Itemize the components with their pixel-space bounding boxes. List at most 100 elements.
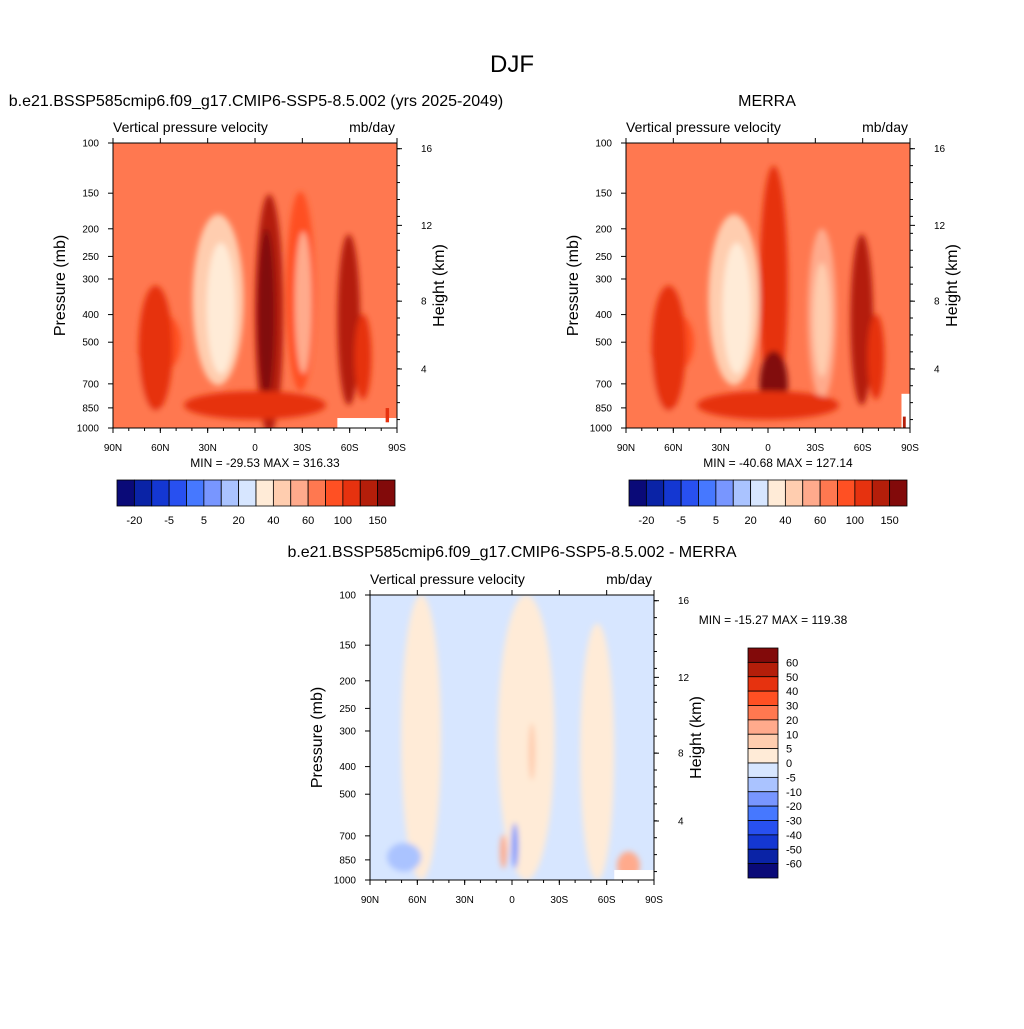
min-max-stats: MIN = -29.53 MAX = 316.33	[190, 456, 340, 470]
y-tick-label: 850	[339, 855, 356, 866]
colorbar-box	[203, 479, 222, 507]
x-tick-label: 30S	[550, 895, 568, 906]
colorbar-label: 100	[846, 515, 864, 527]
x-tick-label: 30S	[806, 443, 824, 454]
colorbar-label: 40	[779, 515, 791, 527]
contour-region	[257, 228, 275, 400]
y-tick-label: 850	[82, 403, 99, 414]
y-tick-label: 1000	[334, 876, 357, 887]
colorbar-label: 20	[233, 515, 245, 527]
contour-region	[138, 285, 173, 411]
x-tick-label: 0	[765, 443, 771, 454]
panel-title: MERRA	[738, 93, 796, 110]
x-tick-label: 30S	[293, 443, 311, 454]
colorbar-box	[116, 479, 135, 507]
colorbar-box	[168, 479, 187, 507]
colorbar-label: 0	[786, 758, 792, 770]
colorbar-box	[133, 479, 153, 507]
colorbar-box	[747, 863, 779, 879]
y-tick-label: 200	[339, 676, 356, 687]
colorbar-box	[747, 820, 779, 836]
colorbar-box	[747, 791, 779, 807]
colorbar-label: 20	[786, 715, 798, 727]
colorbar-label: 150	[880, 515, 898, 527]
y-tick-label: 400	[82, 310, 99, 321]
x-tick-label: 60S	[598, 895, 616, 906]
colorbar-label: 40	[267, 515, 279, 527]
colorbar-box	[151, 479, 170, 507]
min-max-stats: MIN = -40.68 MAX = 127.14	[703, 456, 853, 470]
y-tick-label: 700	[339, 831, 356, 842]
height-axis-label: Height (km)	[431, 244, 448, 327]
colorbar-box	[747, 647, 779, 663]
x-tick-label: 60S	[341, 443, 359, 454]
y-axis-label: Pressure (mb)	[565, 235, 582, 336]
y-tick-label: 700	[595, 379, 612, 390]
colorbar-label: -40	[786, 830, 802, 842]
panel-diff: b.e21.BSSP585cmip6.f09_g17.CMIP6-SSP5-8.…	[287, 544, 847, 906]
contour-region	[850, 234, 874, 406]
x-tick-label: 0	[252, 443, 258, 454]
height-axis-label: Height (km)	[688, 696, 705, 779]
x-tick-label: 30N	[198, 443, 216, 454]
x-tick-label: 90N	[104, 443, 122, 454]
field-shading	[113, 191, 372, 428]
contour-region	[337, 234, 361, 406]
colorbar-box	[747, 834, 779, 850]
x-tick-label: 60N	[664, 443, 682, 454]
colorbar-label: 150	[368, 515, 386, 527]
height-tick-label: 12	[934, 221, 946, 232]
colorbar-box	[747, 776, 779, 793]
panel-title: b.e21.BSSP585cmip6.f09_g17.CMIP6-SSP5-8.…	[287, 544, 736, 561]
left-subtitle: Vertical pressure velocity	[626, 119, 781, 135]
colorbar-box	[186, 479, 205, 507]
colorbar-box	[747, 676, 779, 692]
panel-obs: MERRA Vertical pressure velocity mb/day 90N…	[565, 93, 961, 527]
y-tick-label: 400	[339, 762, 356, 773]
colorbar-box	[767, 479, 786, 507]
field-shading	[387, 595, 640, 880]
height-tick-label: 8	[934, 297, 940, 308]
colorbar-label: -5	[164, 515, 174, 527]
height-tick-label: 8	[678, 749, 684, 760]
colorbar-box	[698, 479, 717, 507]
colorbar-box	[802, 479, 821, 507]
colorbar-box	[747, 733, 779, 750]
x-tick-label: 30N	[455, 895, 473, 906]
colorbar-box	[342, 479, 361, 507]
colorbar-box	[889, 479, 908, 507]
colorbar-box	[732, 479, 752, 507]
height-tick-label: 16	[421, 144, 433, 155]
contour-region	[759, 165, 788, 406]
colorbar-box	[272, 479, 292, 507]
height-tick-label: 16	[934, 144, 946, 155]
colorbar-label: 100	[334, 515, 352, 527]
colorbar-box	[220, 479, 240, 507]
colorbar-label: -20	[786, 801, 802, 813]
colorbar-box	[715, 479, 734, 507]
masked-region	[901, 393, 910, 428]
contour-region	[867, 314, 885, 400]
x-tick-label: 60N	[408, 895, 426, 906]
height-axis-label: Height (km)	[944, 244, 961, 327]
height-tick-label: 4	[421, 365, 427, 376]
colorbar-label: 60	[814, 515, 826, 527]
height-tick-label: 16	[678, 596, 690, 607]
y-tick-label: 100	[82, 139, 99, 150]
contour-region	[184, 390, 326, 420]
colorbar-box	[290, 479, 309, 507]
field-shading	[626, 165, 885, 428]
height-tick-label: 4	[934, 365, 940, 376]
contour-region	[722, 242, 751, 374]
height-tick-label: 12	[421, 221, 433, 232]
colorbar-box	[747, 705, 779, 721]
colorbar-label: 10	[786, 729, 798, 741]
y-tick-label: 500	[339, 790, 356, 801]
y-tick-label: 500	[595, 338, 612, 349]
x-tick-label: 60N	[151, 443, 169, 454]
y-tick-label: 500	[82, 338, 99, 349]
colorbar-box	[747, 762, 779, 778]
colorbar-box	[747, 719, 779, 735]
y-tick-label: 300	[339, 726, 356, 737]
y-tick-label: 850	[595, 403, 612, 414]
